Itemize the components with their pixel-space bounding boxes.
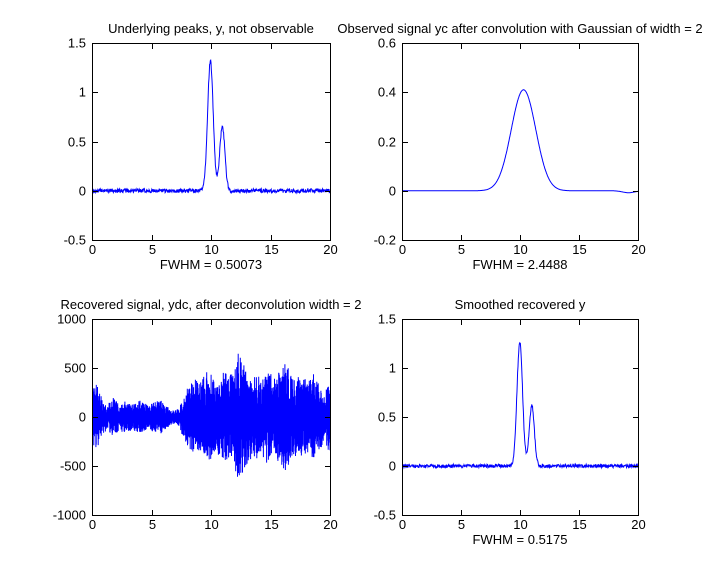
- subplot-2-title: Observed signal yc after convolution wit…: [337, 21, 703, 36]
- x-tick-label: 0: [399, 242, 406, 257]
- y-tick-label: 0: [79, 410, 86, 425]
- axes-box-1: [92, 43, 331, 241]
- axes-box-2: [402, 43, 639, 241]
- y-tick-label: 0: [389, 184, 396, 199]
- subplot-1-xlabel: FWHM = 0.50073: [159, 257, 263, 272]
- y-tick-label: 0: [389, 459, 396, 474]
- x-tick-label: 0: [89, 517, 96, 532]
- subplot-4-title: Smoothed recovered y: [454, 297, 586, 312]
- axes-box-3: [92, 319, 331, 516]
- y-tick-label: -0.5: [64, 233, 86, 248]
- x-tick-label: 15: [572, 242, 586, 257]
- x-tick-label: 5: [458, 517, 465, 532]
- x-tick-label: 15: [264, 242, 278, 257]
- x-tick-label: 10: [204, 242, 218, 257]
- y-tick-label: 1.5: [68, 36, 86, 51]
- y-tick-label: 0.5: [68, 135, 86, 150]
- y-tick-label: 500: [64, 361, 86, 376]
- y-tick-label: 1: [389, 361, 396, 376]
- y-tick-label: 1000: [57, 312, 86, 327]
- series-line-y: [92, 58, 330, 195]
- y-tick-label: 0.4: [378, 85, 396, 100]
- axes-box-4: [402, 319, 639, 516]
- series-line-ydc: [92, 353, 330, 477]
- y-tick-label: 0: [79, 184, 86, 199]
- x-tick-label: 5: [149, 242, 156, 257]
- y-tick-label: -0.2: [374, 233, 396, 248]
- x-tick-label: 10: [204, 517, 218, 532]
- x-tick-label: 0: [89, 242, 96, 257]
- y-tick-label: 0.6: [378, 36, 396, 51]
- x-tick-label: 20: [631, 242, 645, 257]
- y-tick-label: 0.2: [378, 135, 396, 150]
- y-tick-label: 0.5: [378, 410, 396, 425]
- x-tick-label: 20: [323, 517, 337, 532]
- x-tick-label: 10: [513, 517, 527, 532]
- subplot-1-title: Underlying peaks, y, not observable: [108, 21, 314, 36]
- subplot-3-title: Recovered signal, ydc, after deconvoluti…: [60, 297, 362, 312]
- x-tick-label: 15: [264, 517, 278, 532]
- subplot-4-xlabel: FWHM = 0.5175: [472, 532, 568, 547]
- x-tick-label: 20: [323, 242, 337, 257]
- y-tick-label: -1000: [53, 508, 86, 523]
- y-tick-label: 1: [79, 85, 86, 100]
- x-tick-label: 20: [631, 517, 645, 532]
- y-tick-label: -500: [60, 459, 86, 474]
- series-line-y-smoothed: [402, 341, 638, 470]
- x-tick-label: 10: [513, 242, 527, 257]
- x-tick-label: 5: [149, 517, 156, 532]
- x-tick-label: 5: [458, 242, 465, 257]
- y-tick-label: 1.5: [378, 312, 396, 327]
- x-tick-label: 0: [399, 517, 406, 532]
- subplot-2-xlabel: FWHM = 2.4488: [472, 257, 568, 272]
- y-tick-label: -0.5: [374, 508, 396, 523]
- x-tick-label: 15: [572, 517, 586, 532]
- series-line-yc: [402, 89, 638, 194]
